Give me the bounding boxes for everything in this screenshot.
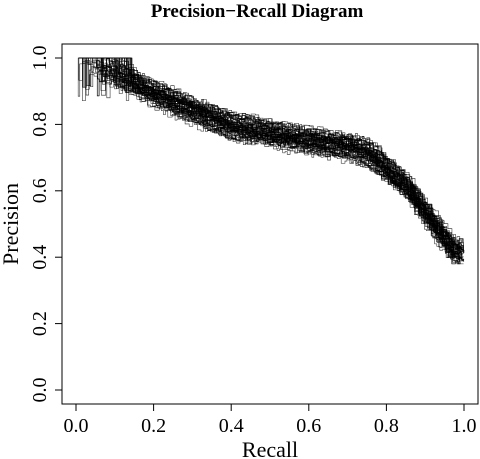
x-tick-label: 0.8 xyxy=(374,415,399,437)
x-tick-label: 0.2 xyxy=(141,415,166,437)
pr-curve-48 xyxy=(81,57,461,259)
x-tick-label: 1.0 xyxy=(452,415,477,437)
pr-curve-56 xyxy=(79,57,459,250)
y-tick-label: 0.2 xyxy=(29,311,51,336)
chart-title: Precision−Recall Diagram xyxy=(151,1,364,22)
pr-curve-59 xyxy=(79,57,465,252)
y-tick-label: 1.0 xyxy=(29,46,51,71)
pr-curve-23 xyxy=(84,57,463,251)
x-axis-label: Recall xyxy=(242,437,298,459)
x-tick-label: 0.4 xyxy=(219,415,244,437)
pr-curves xyxy=(77,57,465,265)
y-tick-label: 0.8 xyxy=(29,112,51,137)
y-tick-label: 0.4 xyxy=(29,245,51,270)
plot-area-border xyxy=(61,43,479,405)
pr-curve-60 xyxy=(81,57,460,261)
pr-curve-37 xyxy=(80,57,460,265)
y-axis-label: Precision xyxy=(0,183,23,265)
y-tick-label: 0.6 xyxy=(29,178,51,203)
x-tick-label: 0.0 xyxy=(64,415,89,437)
x-axis: 0.0 0.2 0.4 0.6 0.8 1.0 xyxy=(64,403,477,437)
x-tick-label: 0.6 xyxy=(296,415,321,437)
y-tick-label: 0.0 xyxy=(29,378,51,403)
y-axis: 0.0 0.2 0.4 0.6 0.8 1.0 xyxy=(29,46,63,403)
pr-curve-50 xyxy=(81,57,464,250)
pr-curve-54 xyxy=(79,57,464,261)
